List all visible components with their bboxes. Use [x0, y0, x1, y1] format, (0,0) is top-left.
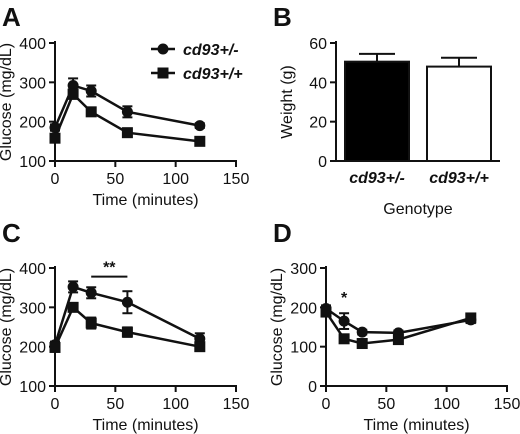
panel-d-series-2-point — [320, 306, 332, 318]
panel-a-series-1-point — [194, 120, 206, 132]
panel-c-chart: 100 200 300 400 0 50 100 150 Time (minutes) Gluco… — [0, 260, 249, 434]
panel-a-series-1-point — [67, 79, 79, 91]
panel-a-series-2-point — [49, 132, 61, 144]
panel-c-y-tick-label: 400 — [19, 261, 46, 278]
panel-c-series-2-point — [49, 341, 61, 353]
panel-c-y-axis-label: Glucose (mg/dL) — [0, 268, 15, 386]
panel-b-y-axis-label: Weight (g) — [279, 65, 296, 139]
panel-a-series-2-point — [194, 135, 206, 147]
panel-d-series-1-point — [338, 315, 350, 327]
panel-b-y-tick-label: 0 — [318, 154, 327, 171]
panel-d-series-2-point — [392, 334, 404, 346]
panel-a-legend-label: cd93+/- — [183, 42, 239, 59]
panel-c-x-axis-label: Time (minutes) — [92, 417, 198, 434]
panel-a-legend-label: cd93+/+ — [183, 66, 243, 83]
panel-label-b: B — [273, 2, 292, 32]
panel-c-y-tick-label: 300 — [19, 300, 46, 317]
panel-label-a: A — [2, 2, 21, 32]
panel-c-x-tick-label: 50 — [106, 396, 124, 413]
panel-b-bar — [344, 60, 410, 162]
panel-a-y-tick-label: 300 — [19, 75, 46, 92]
panel-d-x-tick-label: 0 — [322, 396, 331, 413]
panel-a-y-tick-label: 200 — [19, 115, 46, 132]
panel-d-significance-label: * — [341, 290, 348, 307]
panel-b-x-axis-label: Genotype — [383, 201, 452, 218]
panel-c-y-tick-label: 200 — [19, 340, 46, 357]
panel-a-legend-marker — [157, 67, 169, 79]
panel-c-series-1-point — [67, 281, 79, 293]
panel-c-x-tick-label: 100 — [162, 396, 189, 413]
panel-a-x-tick-label: 0 — [51, 171, 60, 188]
panel-a-x-tick-label: 50 — [106, 171, 124, 188]
panel-b-category-label: cd93+/+ — [429, 170, 489, 187]
panel-d-y-axis-label: Glucose (mg/dL) — [269, 268, 286, 386]
panel-d-y-tick-label: 300 — [290, 261, 317, 278]
panel-d-y-tick-label: 200 — [290, 300, 317, 317]
panel-label-d: D — [273, 218, 292, 248]
panel-b-category-label: cd93+/- — [349, 170, 405, 187]
panel-d-y-tick-label: 0 — [308, 379, 317, 396]
panel-a-x-axis-label: Time (minutes) — [92, 192, 198, 209]
panel-d-x-tick-label: 150 — [494, 396, 520, 413]
panel-d-x-tick-label: 100 — [433, 396, 460, 413]
panel-b-y-tick-label: 40 — [309, 75, 327, 92]
panel-a-series-2-point — [67, 88, 79, 100]
panel-c-series-2-point — [85, 317, 97, 329]
panel-d-series-1-point — [356, 326, 368, 338]
panel-a-series-2-point — [121, 127, 133, 139]
panel-d-x-axis-label: Time (minutes) — [363, 417, 469, 434]
panel-c-series-1-point — [121, 296, 133, 308]
panel-c-x-tick-label: 0 — [51, 396, 60, 413]
panel-c-series-2-point — [194, 341, 206, 353]
panel-a-series-2-point — [85, 106, 97, 118]
panel-a-y-axis-label: Glucose (mg/dL) — [0, 43, 15, 161]
panel-d-chart: 0 100 200 300 0 50 100 150 Time (minutes) Glucose… — [269, 261, 520, 434]
panel-d-x-tick-label: 50 — [377, 396, 395, 413]
panel-d-series-2-point — [356, 338, 368, 350]
panel-a-series-1-point — [85, 85, 97, 97]
panel-b-chart: 0 20 40 60 cd93+/- cd93+/+ Genotype Weight (g) — [279, 36, 500, 218]
panel-a-series-1-point — [121, 106, 133, 118]
panel-b-y-tick-label: 20 — [309, 115, 327, 132]
panel-c-significance-label: ** — [103, 260, 116, 277]
panel-a-y-tick-label: 400 — [19, 36, 46, 53]
panel-label-c: C — [2, 218, 21, 248]
panel-c-y-tick-label: 100 — [19, 379, 46, 396]
panel-d-series-2-point — [465, 312, 477, 324]
panel-c-series-2-point — [121, 326, 133, 338]
panel-c-x-tick-label: 150 — [223, 396, 250, 413]
panel-a-y-tick-label: 100 — [19, 154, 46, 171]
panel-b-bar — [426, 65, 492, 162]
panel-a-x-tick-label: 100 — [162, 171, 189, 188]
panel-d-y-tick-label: 100 — [290, 340, 317, 357]
panel-c-series-1-point — [85, 287, 97, 299]
panel-d-series-2-point — [338, 333, 350, 345]
panel-a-legend-marker — [157, 43, 169, 55]
panel-a-x-tick-label: 150 — [223, 171, 250, 188]
panel-b-y-tick-label: 60 — [309, 36, 327, 53]
panel-c-series-2-point — [67, 301, 79, 313]
panel-a-chart: 100 200 300 400 0 50 100 150 Time (minutes) Gluco… — [0, 36, 249, 209]
